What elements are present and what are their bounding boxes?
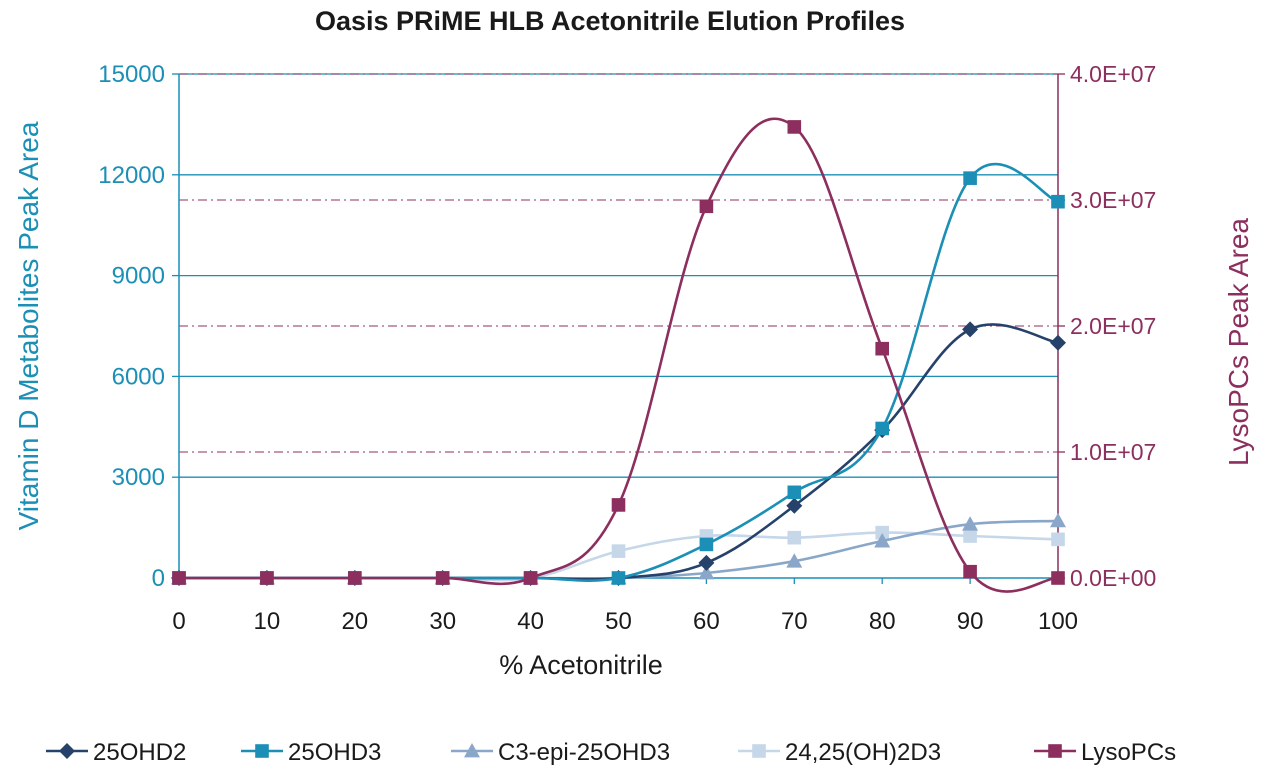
- x-tick-label: 10: [254, 608, 281, 635]
- data-point-lysopcs: [435, 571, 450, 585]
- legend-marker-lysopcs: [1048, 744, 1062, 758]
- legend-marker-25ohd3: [255, 744, 269, 758]
- data-point-lysopcs: [875, 341, 889, 356]
- data-point-lysopcs: [787, 120, 802, 134]
- data-point-lysopcs: [1051, 571, 1065, 585]
- x-tick-label: 30: [429, 608, 456, 635]
- series-layer: [171, 117, 1066, 593]
- right-tick-label: 0.0E+00: [1070, 565, 1156, 591]
- legend-item-24-25-oh-2d3: 24,25(OH)2D3: [738, 739, 941, 766]
- chart-title: Oasis PRiME HLB Acetonitrile Elution Pro…: [315, 6, 905, 36]
- data-point-c3-epi-25ohd3: [1050, 512, 1066, 528]
- legend-item-c3-epi-25ohd3: C3-epi-25OHD3: [451, 739, 670, 766]
- data-point-lysopcs: [348, 571, 362, 585]
- data-point-lysopcs: [260, 571, 274, 585]
- data-point-c3-epi-25ohd3: [874, 533, 891, 548]
- data-point-c3-epi-25ohd3: [962, 516, 979, 531]
- gridlines: [179, 73, 1058, 478]
- data-point-lysopcs: [963, 564, 977, 579]
- left-tick-label: 12000: [98, 162, 165, 189]
- right-tick-label: 3.0E+07: [1070, 187, 1156, 213]
- legend-marker-25ohd2: [59, 743, 75, 759]
- right-y-axis-label: LysoPCs Peak Area: [1223, 218, 1254, 466]
- x-tick-label: 20: [341, 608, 368, 635]
- right-tick-label: 4.0E+07: [1070, 61, 1156, 87]
- series-lysopcs: [172, 117, 1065, 593]
- data-point-25ohd2: [962, 321, 979, 338]
- left-tick-label: 6000: [112, 363, 165, 390]
- x-tick-label: 100: [1038, 608, 1078, 635]
- legend-marker-24-25-oh-2d3: [752, 744, 766, 758]
- x-tick-label: 90: [957, 608, 984, 635]
- data-point-25ohd2: [698, 554, 715, 571]
- series-25ohd3: [172, 162, 1065, 585]
- data-point-lysopcs: [699, 199, 714, 214]
- data-point-25ohd3: [787, 485, 802, 500]
- legend: 25OHD2 25OHD3 C3-epi-25OHD3 24,25(OH)2D3 Lys…: [46, 739, 1176, 766]
- data-point-24-25-oh-2d3: [787, 530, 802, 545]
- data-point-25ohd2: [786, 497, 803, 514]
- data-point-lysopcs: [523, 571, 538, 585]
- data-point-24-25-oh-2d3: [963, 529, 977, 543]
- data-point-24-25-oh-2d3: [611, 544, 626, 558]
- data-point-25ohd3: [963, 171, 977, 185]
- legend-item-lysopcs: LysoPCs: [1034, 739, 1176, 766]
- x-tick-label: 40: [517, 608, 544, 635]
- x-tick-label: 60: [693, 608, 720, 635]
- x-axis-label: % Acetonitrile: [499, 650, 663, 680]
- x-tick-label: 50: [605, 608, 632, 635]
- right-tick-label: 1.0E+07: [1070, 439, 1156, 465]
- data-point-lysopcs: [611, 498, 626, 512]
- series-line-lysopcs: [179, 117, 1059, 593]
- left-tick-label: 15000: [98, 61, 165, 88]
- data-point-lysopcs: [172, 571, 186, 585]
- data-point-25ohd2: [1050, 334, 1066, 351]
- x-tick-label: 80: [869, 608, 896, 635]
- x-tick-label: 0: [172, 608, 185, 635]
- legend-item-25ohd2: 25OHD2: [46, 739, 186, 766]
- data-point-25ohd3: [875, 421, 889, 436]
- data-point-25ohd3: [699, 537, 714, 552]
- legend-label: C3-epi-25OHD3: [498, 739, 670, 766]
- legend-item-25ohd3: 25OHD3: [241, 739, 381, 766]
- legend-label: 24,25(OH)2D3: [785, 739, 941, 766]
- left-tick-label: 0: [152, 565, 165, 592]
- left-tick-label: 3000: [112, 464, 165, 491]
- left-y-axis-label: Vitamin D Metabolites Peak Area: [13, 121, 44, 530]
- legend-label: LysoPCs: [1081, 739, 1176, 766]
- legend-label: 25OHD3: [288, 739, 381, 766]
- x-tick-label: 70: [781, 608, 808, 635]
- legend-marker-c3-epi-25ohd3: [464, 743, 480, 758]
- right-tick-label: 2.0E+07: [1070, 313, 1156, 339]
- data-point-24-25-oh-2d3: [875, 525, 889, 540]
- legend-label: 25OHD2: [93, 739, 186, 766]
- data-point-c3-epi-25ohd3: [698, 564, 715, 580]
- data-point-c3-epi-25ohd3: [786, 553, 803, 568]
- data-point-25ohd3: [611, 571, 626, 585]
- left-tick-label: 9000: [112, 263, 165, 290]
- data-point-24-25-oh-2d3: [1051, 532, 1065, 547]
- data-point-25ohd3: [1051, 194, 1065, 209]
